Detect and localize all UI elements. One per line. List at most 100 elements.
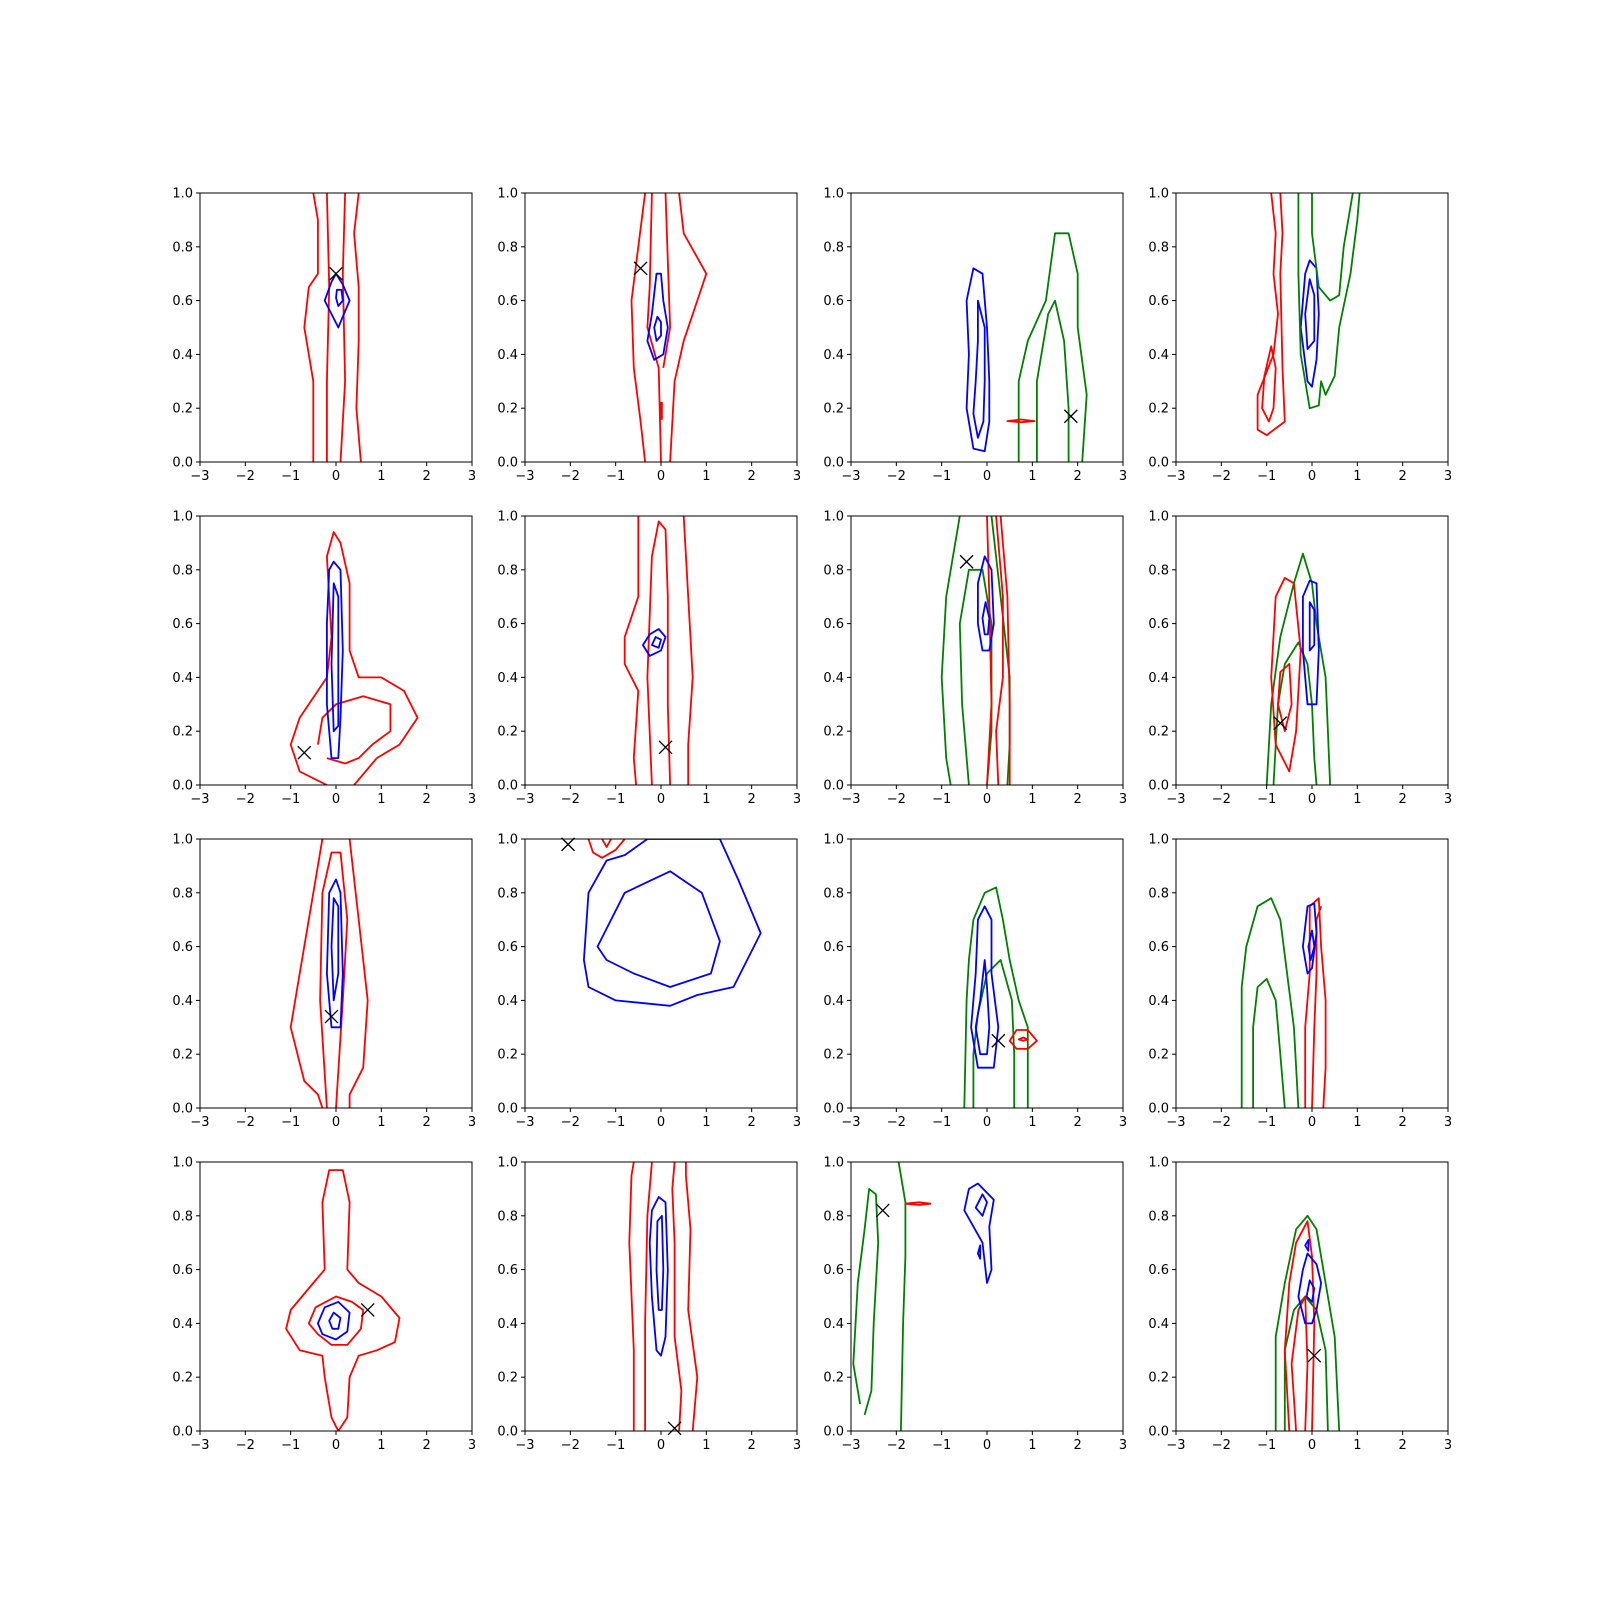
y-tick-label: 0.6 — [1148, 1263, 1169, 1278]
x-tick-label: −1 — [1257, 1115, 1276, 1130]
x-tick-label: 1 — [702, 1438, 710, 1453]
contour-layer — [1240, 897, 1327, 1108]
y-tick-label: 0.4 — [172, 1317, 193, 1332]
panel-5: −3 −2 −1 0 1 2 3 0.0 0.2 0.4 0.6 0.8 1.0 — [172, 510, 476, 808]
red-contour-line — [646, 193, 662, 462]
blue-contour-line — [1304, 1239, 1310, 1252]
panel-1: −3 −2 −1 0 1 2 3 0.0 0.2 0.4 0.6 0.8 1.0 — [172, 187, 476, 485]
y-tick-label: 0.8 — [1148, 240, 1169, 255]
green-contour-line — [1240, 897, 1300, 1108]
green-contour-line — [1265, 552, 1331, 785]
y-tick-label: 1.0 — [172, 1156, 193, 1171]
contour-layer — [852, 1162, 995, 1431]
y-tick-label: 0.6 — [1148, 617, 1169, 632]
contour-layer — [940, 516, 1011, 785]
y-tick-label: 0.4 — [823, 671, 844, 686]
x-tick-label: 0 — [1308, 792, 1316, 807]
red-contour-line — [289, 839, 324, 1108]
x-tick-label: −1 — [1257, 792, 1276, 807]
y-tick-label: 0.8 — [1148, 563, 1169, 578]
red-contour-line — [303, 193, 319, 462]
y-tick-label: 0.8 — [497, 563, 518, 578]
x-tick-label: −3 — [1166, 1115, 1185, 1130]
blue-contour-line — [974, 1193, 988, 1217]
x-tick-label: −1 — [606, 469, 625, 484]
y-tick-label: 1.0 — [497, 510, 518, 525]
x-tick-label: 2 — [423, 1438, 431, 1453]
y-tick-label: 0.8 — [497, 1209, 518, 1224]
x-tick-label: 2 — [1074, 1438, 1082, 1453]
x-tick-label: −2 — [1212, 469, 1231, 484]
x-tick-label: 0 — [332, 792, 340, 807]
y-tick-label: 0.6 — [823, 617, 844, 632]
x-tick-label: −2 — [887, 1115, 906, 1130]
x-tick-label: −1 — [606, 792, 625, 807]
x-tick-label: −3 — [841, 469, 860, 484]
y-tick-label: 0.4 — [823, 994, 844, 1009]
x-tick-label: 1 — [1028, 1438, 1036, 1453]
y-tick-label: 1.0 — [497, 187, 518, 202]
x-marker — [297, 745, 312, 760]
x-tick-label: −3 — [515, 1438, 534, 1453]
x-tick-label: −2 — [887, 1438, 906, 1453]
x-tick-label: 3 — [468, 1115, 476, 1130]
red-contour-line — [1006, 418, 1036, 424]
y-tick-label: 0.6 — [497, 617, 518, 632]
y-tick-label: 0.2 — [1148, 402, 1169, 417]
y-tick-label: 1.0 — [172, 510, 193, 525]
panel-10: −3 −2 −1 0 1 2 3 0.0 0.2 0.4 0.6 0.8 1.0 — [497, 833, 801, 1131]
y-tick-label: 0.8 — [823, 563, 844, 578]
x-tick-label: 0 — [983, 792, 991, 807]
y-tick-label: 0.8 — [1148, 886, 1169, 901]
red-contour-line — [601, 839, 612, 848]
blue-contour-line — [328, 1311, 342, 1330]
x-tick-label: 0 — [1308, 1115, 1316, 1130]
y-tick-label: 1.0 — [172, 187, 193, 202]
x-tick-label: 0 — [983, 469, 991, 484]
y-tick-label: 0.4 — [497, 671, 518, 686]
x-tick-label: 2 — [1399, 1115, 1407, 1130]
red-contour-line — [630, 193, 646, 462]
green-contour-line — [1311, 193, 1354, 302]
x-tick-label: −1 — [281, 792, 300, 807]
red-contour-line — [587, 839, 626, 859]
y-tick-label: 0.0 — [1148, 1425, 1169, 1440]
contour-layer — [583, 839, 762, 1007]
x-tick-label: 3 — [468, 1438, 476, 1453]
x-tick-label: 3 — [1444, 792, 1452, 807]
blue-contour-line — [1297, 1252, 1322, 1325]
y-tick-label: 0.2 — [823, 725, 844, 740]
y-tick-label: 0.6 — [1148, 294, 1169, 309]
x-tick-label: −2 — [887, 792, 906, 807]
blue-contour-line — [970, 905, 1000, 1069]
panel-grid: −3 −2 −1 0 1 2 3 0.0 0.2 0.4 0.6 0.8 1.0 −3 −2 −1 0 1 2 3 0.… — [172, 187, 1452, 1454]
y-tick-label: 0.8 — [497, 240, 518, 255]
blue-contour-line — [655, 1214, 665, 1311]
red-contour-line — [1008, 1029, 1038, 1050]
blue-contour-line — [646, 272, 669, 361]
x-tick-label: −2 — [236, 469, 255, 484]
x-tick-label: 3 — [1444, 1438, 1452, 1453]
x-marker — [360, 1302, 375, 1317]
x-tick-label: −1 — [932, 469, 951, 484]
y-tick-label: 0.6 — [172, 940, 193, 955]
blue-contour-line — [1305, 1279, 1316, 1303]
contour-layer — [630, 193, 708, 462]
x-tick-label: −1 — [606, 1438, 625, 1453]
y-tick-label: 0.2 — [823, 1048, 844, 1063]
y-tick-label: 0.0 — [1148, 456, 1169, 471]
y-tick-label: 0.0 — [1148, 779, 1169, 794]
y-tick-label: 0.0 — [823, 1425, 844, 1440]
red-contour-line — [1261, 345, 1277, 423]
x-marker — [959, 554, 974, 569]
panel-9: −3 −2 −1 0 1 2 3 0.0 0.2 0.4 0.6 0.8 1.0 — [172, 833, 476, 1131]
x-tick-label: 3 — [1444, 1115, 1452, 1130]
x-tick-label: 0 — [1308, 1438, 1316, 1453]
x-tick-label: −1 — [281, 1438, 300, 1453]
y-tick-label: 0.0 — [172, 779, 193, 794]
blue-contour-line — [1308, 601, 1316, 652]
y-tick-label: 1.0 — [1148, 1156, 1169, 1171]
x-tick-label: −3 — [1166, 469, 1185, 484]
x-tick-label: −3 — [841, 792, 860, 807]
